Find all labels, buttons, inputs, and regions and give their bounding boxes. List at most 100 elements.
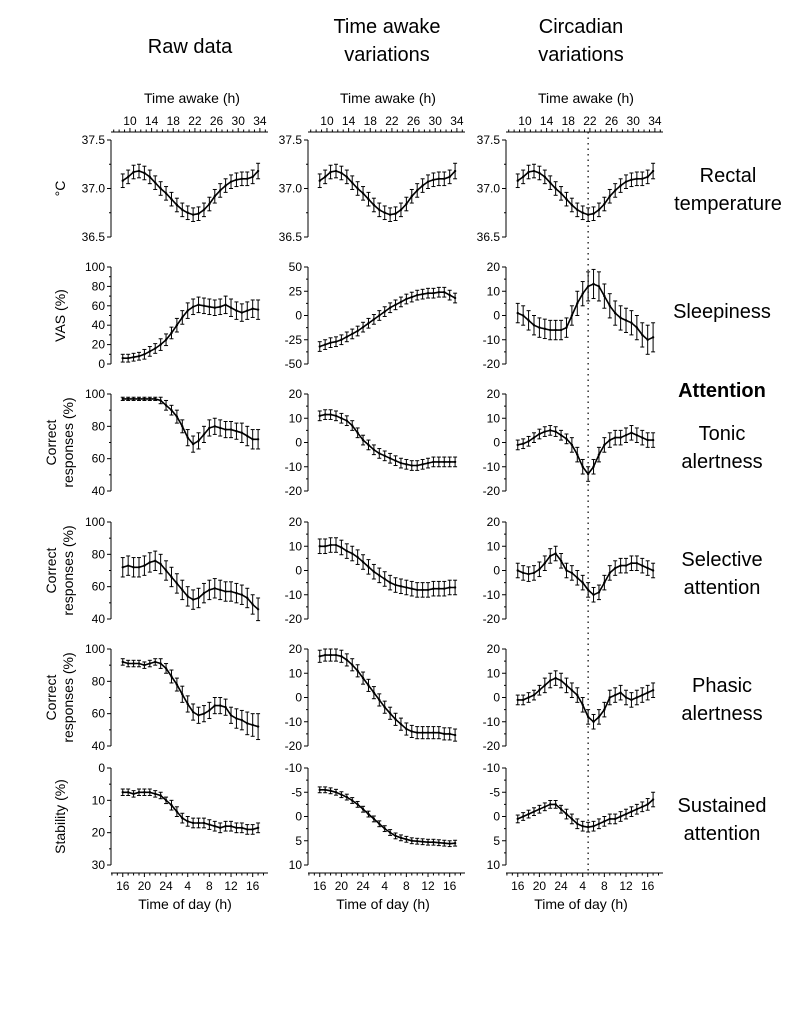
y-tick-label: -10 bbox=[483, 761, 501, 775]
data-point bbox=[378, 452, 381, 455]
data-point bbox=[432, 291, 435, 295]
panel-r0-c0: 36.5 37.0 37.5 °C 10 14 18 22 26 30 34 bbox=[52, 114, 268, 244]
y-tick-label: 100 bbox=[85, 387, 105, 401]
y-axis-label: Correct bbox=[43, 419, 59, 465]
top-tick-label: 30 bbox=[232, 114, 246, 128]
panel-r1-c1: -50 -25 0 25 50 bbox=[285, 260, 458, 371]
data-point bbox=[421, 588, 424, 592]
y-tick-label: 30 bbox=[92, 858, 106, 872]
y-tick-label: 10 bbox=[289, 858, 303, 872]
data-point bbox=[170, 675, 173, 678]
data-point bbox=[340, 417, 343, 420]
data-point bbox=[218, 189, 222, 192]
y-tick-label: 0 bbox=[493, 564, 500, 578]
data-point bbox=[415, 588, 419, 592]
data-point bbox=[181, 208, 184, 212]
top-tick-label: 30 bbox=[627, 114, 641, 128]
data-point bbox=[410, 587, 413, 590]
data-point bbox=[340, 338, 343, 341]
data-point bbox=[143, 397, 146, 401]
data-point bbox=[132, 356, 135, 359]
data-point bbox=[415, 189, 419, 192]
data-point bbox=[651, 569, 655, 572]
top-axis-label-col1: Time awake (h) bbox=[144, 90, 240, 106]
data-point bbox=[437, 587, 441, 590]
data-point bbox=[378, 314, 381, 317]
bottom-axis-label-col2: Time of day (h) bbox=[336, 896, 430, 912]
data-point bbox=[164, 404, 168, 407]
data-point bbox=[641, 436, 644, 439]
data-point bbox=[565, 812, 568, 816]
data-point bbox=[323, 175, 327, 179]
y-tick-label: 80 bbox=[92, 419, 106, 433]
data-point bbox=[208, 305, 211, 308]
y-tick-label: 0 bbox=[493, 691, 500, 705]
data-point bbox=[592, 720, 595, 723]
data-point bbox=[186, 436, 189, 439]
data-point bbox=[532, 693, 536, 697]
data-point bbox=[229, 714, 233, 717]
data-point bbox=[570, 314, 574, 317]
data-point bbox=[437, 291, 441, 294]
data-point bbox=[361, 676, 365, 680]
row-label-selective: Selective bbox=[681, 549, 762, 571]
panel-r2-c1: -20 -10 0 10 20 bbox=[285, 387, 458, 498]
series-line bbox=[122, 398, 259, 446]
data-point bbox=[175, 582, 179, 585]
data-point bbox=[191, 710, 195, 714]
y-axis-label: responses (%) bbox=[60, 397, 76, 487]
data-point bbox=[121, 566, 124, 569]
y-tick-label: 20 bbox=[289, 387, 303, 401]
data-point bbox=[405, 297, 408, 301]
data-point bbox=[437, 460, 441, 464]
data-point bbox=[148, 561, 152, 564]
data-point bbox=[345, 549, 349, 553]
data-point bbox=[630, 698, 633, 702]
y-axis-label: °C bbox=[52, 181, 68, 197]
y-tick-label: 10 bbox=[487, 284, 501, 298]
bottom-axis-label-col1: Time of day (h) bbox=[138, 896, 232, 912]
series-line bbox=[517, 170, 654, 216]
data-point bbox=[527, 170, 530, 174]
data-point bbox=[372, 691, 376, 694]
data-point bbox=[143, 791, 146, 794]
data-point bbox=[361, 325, 365, 329]
data-point bbox=[532, 324, 536, 327]
data-point bbox=[181, 588, 184, 592]
data-point bbox=[251, 438, 254, 441]
data-point bbox=[323, 788, 327, 792]
data-point bbox=[646, 438, 649, 442]
data-point bbox=[651, 798, 655, 801]
data-point bbox=[399, 300, 403, 304]
data-point bbox=[246, 722, 249, 725]
data-point bbox=[318, 345, 321, 348]
top-tick-label: 10 bbox=[320, 114, 334, 128]
data-point bbox=[549, 181, 552, 184]
data-point bbox=[421, 292, 424, 296]
data-point bbox=[361, 560, 365, 564]
data-point bbox=[549, 328, 552, 332]
y-tick-label: -5 bbox=[291, 785, 302, 799]
data-point bbox=[340, 546, 343, 549]
data-point bbox=[646, 803, 649, 806]
data-point bbox=[532, 571, 536, 575]
y-tick-label: 0 bbox=[98, 761, 105, 775]
data-point bbox=[164, 192, 168, 195]
data-point bbox=[340, 793, 343, 796]
data-point bbox=[367, 322, 370, 325]
data-point bbox=[570, 817, 574, 821]
data-point bbox=[608, 817, 611, 821]
top-tick-label: 34 bbox=[253, 114, 267, 128]
top-tick-label: 26 bbox=[407, 114, 421, 128]
y-tick-label: -10 bbox=[285, 460, 303, 474]
data-point bbox=[121, 179, 124, 182]
data-point bbox=[543, 327, 547, 331]
panel-r5-c0: 0 10 20 30 Stability (%) 16 20 24 4 8 12 16 bbox=[52, 761, 268, 893]
data-point bbox=[426, 841, 430, 844]
data-point bbox=[597, 208, 601, 212]
y-tick-label: 40 bbox=[92, 318, 106, 332]
data-point bbox=[186, 211, 189, 214]
data-point bbox=[213, 195, 216, 198]
data-point bbox=[126, 175, 130, 179]
data-point bbox=[372, 203, 376, 207]
